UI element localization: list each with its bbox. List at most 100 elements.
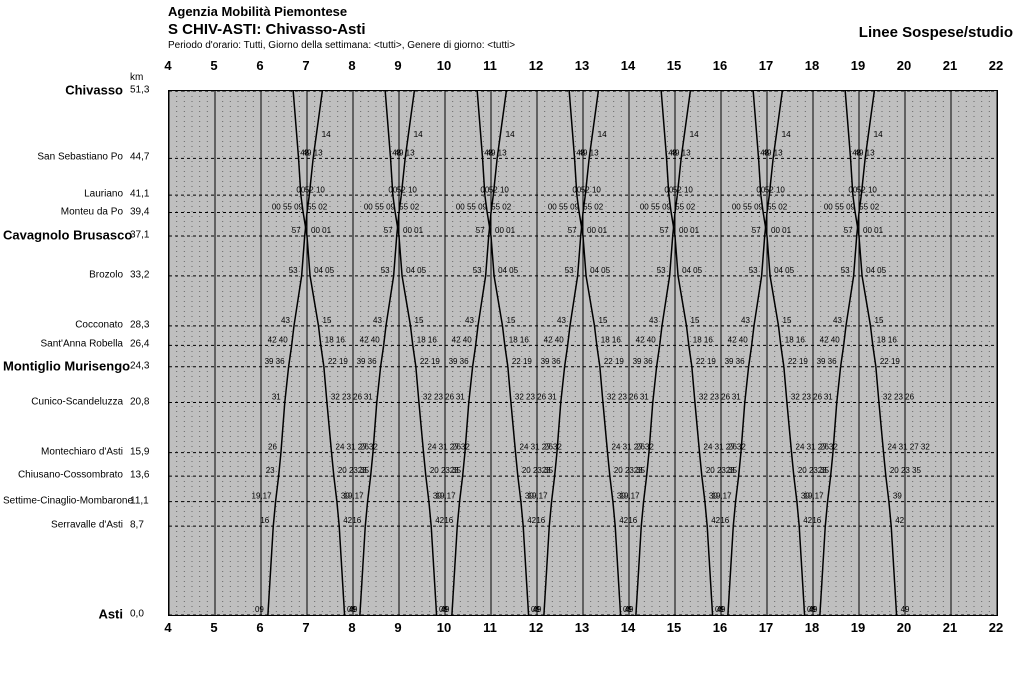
time-label: 55 02 (859, 203, 880, 212)
time-label: 00 55 09 (640, 203, 672, 212)
time-label: 24 31 27 32 (336, 443, 379, 452)
station-km: 28,3 (130, 319, 149, 330)
time-label: 53 (473, 266, 482, 275)
time-label: 39 36 (265, 357, 286, 366)
station-label: Cunico-Scandeluzza (3, 396, 123, 407)
time-label: 22 19 (696, 357, 717, 366)
time-label: 00 55 09 (456, 203, 488, 212)
time-label: 39 36 (357, 357, 378, 366)
x-tick-label: 22 (989, 620, 1003, 635)
time-label: 26 (636, 443, 645, 452)
time-label: 32 23 26 (607, 393, 639, 402)
station-km: 11,1 (130, 495, 149, 506)
time-label: 22 19 (604, 357, 625, 366)
time-label: 15 (323, 316, 332, 325)
time-label: 52 10 (765, 185, 786, 194)
time-label: 57 (660, 226, 669, 235)
x-tick-label: 10 (437, 620, 451, 635)
x-tick-label: 7 (302, 58, 309, 73)
time-label: 18 16 (601, 335, 622, 344)
time-label: 00 01 (495, 226, 516, 235)
time-label: 09 (623, 605, 632, 614)
station-label: Settime-Cinaglio-Mombarone (3, 495, 123, 506)
time-label: 55 02 (767, 203, 788, 212)
time-label: 23 (726, 466, 735, 475)
station-km: 39,4 (130, 206, 149, 217)
time-label: 31 (272, 393, 281, 402)
time-label: 15 (415, 316, 424, 325)
time-label: 52 10 (581, 185, 602, 194)
time-label: 16 (352, 516, 361, 525)
time-label: 19,17 (712, 492, 733, 501)
time-label: 43 (557, 316, 566, 325)
time-label: 43 (741, 316, 750, 325)
header-line: S CHIV-ASTI: Chivasso-Asti (168, 21, 515, 38)
station-label: Montiglio Murisengo (3, 358, 123, 373)
time-label: 57 (568, 226, 577, 235)
station-label: Brozolo (3, 269, 123, 280)
time-label: 22 19 (420, 357, 441, 366)
time-label: 22 19 (880, 357, 901, 366)
time-label: 53 (381, 266, 390, 275)
x-tick-label: 19 (851, 58, 865, 73)
time-label: 55 02 (399, 203, 420, 212)
time-label: 00 01 (403, 226, 424, 235)
station-label: San Sebastiano Po (3, 152, 123, 163)
station-km: 26,4 (130, 339, 149, 350)
time-label: 18 16 (785, 335, 806, 344)
time-label: 04 05 (314, 266, 335, 275)
time-label: 18 16 (693, 335, 714, 344)
time-label: 49 13 (855, 149, 876, 158)
x-tick-label: 18 (805, 58, 819, 73)
x-tick-label: 6 (256, 58, 263, 73)
x-tick-label: 7 (302, 620, 309, 635)
station-km: 37,1 (130, 230, 149, 241)
time-label: 39 36 (633, 357, 654, 366)
time-label: 15 (875, 316, 884, 325)
time-label: 52 10 (397, 185, 418, 194)
time-label: 23 (358, 466, 367, 475)
time-label: 42 (435, 516, 444, 525)
station-km: 13,6 (130, 470, 149, 481)
time-label: 18 16 (877, 335, 898, 344)
time-label: 31 (364, 393, 373, 402)
station-label: Montechiaro d'Asti (3, 446, 123, 457)
time-label: 26 (820, 443, 829, 452)
timetable-plot: 09 16 19,17 23 26 31 39 36 42 40 43 53 57 00 55 09 0… (168, 90, 998, 616)
km-header: km (130, 72, 143, 83)
time-label: 09 (347, 605, 356, 614)
time-label: 42 40 (452, 335, 473, 344)
x-tick-label: 13 (575, 58, 589, 73)
time-label: 23 (266, 466, 275, 475)
x-tick-label: 21 (943, 58, 957, 73)
time-label: 24 31 27 32 (520, 443, 563, 452)
header-right: Linee Sospese/studio (859, 24, 1013, 41)
time-label: 00 55 09 (732, 203, 764, 212)
time-label: 26 (452, 443, 461, 452)
time-label: 43 (281, 316, 290, 325)
time-label: 09 (255, 605, 264, 614)
time-label: 24 31 27 32 (612, 443, 655, 452)
time-label: 52 10 (305, 185, 326, 194)
time-label: 09 (531, 605, 540, 614)
station-label: Cocconato (3, 319, 123, 330)
time-label: 19,17 (804, 492, 825, 501)
time-label: 09 (439, 605, 448, 614)
station-km: 15,9 (130, 446, 149, 457)
time-label: 39 36 (449, 357, 470, 366)
time-label: 04 05 (774, 266, 795, 275)
station-label: Serravalle d'Asti (3, 520, 123, 531)
header-sub: Periodo d'orario: Tutti, Giorno della se… (168, 40, 515, 51)
time-label: 00 01 (311, 226, 332, 235)
time-label: 49 13 (487, 149, 508, 158)
time-label: 39 36 (725, 357, 746, 366)
x-tick-label: 19 (851, 620, 865, 635)
time-label: 23 (450, 466, 459, 475)
x-tick-label: 12 (529, 58, 543, 73)
time-label: 14 (322, 130, 331, 139)
time-label: 42 (619, 516, 628, 525)
time-label: 32 23 26 (883, 393, 915, 402)
time-label: 00 55 09 (548, 203, 580, 212)
time-label: 55 02 (491, 203, 512, 212)
time-label: 42 40 (360, 335, 381, 344)
